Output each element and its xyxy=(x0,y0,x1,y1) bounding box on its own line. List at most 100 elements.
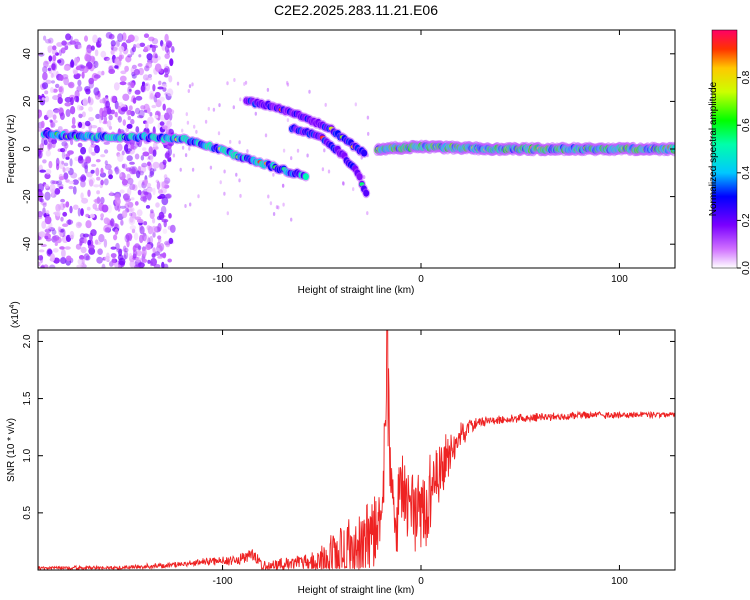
noise-speckle xyxy=(134,89,141,95)
x-tick-label: 100 xyxy=(611,274,628,285)
noise-speckle xyxy=(101,70,105,76)
noise-speckle xyxy=(40,264,45,268)
noise-speckle xyxy=(75,66,81,71)
noise-speckle xyxy=(127,85,132,95)
noise-speckle xyxy=(80,65,86,69)
noise-speckle xyxy=(94,198,102,205)
noise-speckle xyxy=(85,220,92,229)
noise-speckle xyxy=(77,142,83,148)
noise-speckle xyxy=(69,60,75,68)
noise-speckle xyxy=(151,225,158,234)
noise-speckle xyxy=(91,151,96,156)
noise-speckle xyxy=(136,170,141,179)
noise-speckle xyxy=(323,148,326,153)
noise-speckle xyxy=(137,180,144,189)
noise-speckle xyxy=(108,33,115,40)
snr-y-label: SNR (10 * v/v) xyxy=(6,418,17,482)
noise-speckle xyxy=(126,109,131,116)
noise-speckle xyxy=(145,77,153,81)
noise-speckle xyxy=(119,81,127,86)
noise-speckle xyxy=(120,106,128,112)
noise-speckle xyxy=(141,248,147,257)
noise-speckle xyxy=(327,169,331,174)
noise-speckle xyxy=(161,181,167,189)
noise-speckle xyxy=(83,161,89,170)
noise-speckle xyxy=(167,158,172,163)
noise-speckle xyxy=(48,160,53,169)
noise-speckle xyxy=(132,97,137,104)
noise-speckle xyxy=(286,118,290,123)
noise-speckle xyxy=(282,148,286,153)
noise-speckle xyxy=(49,119,53,123)
noise-speckle xyxy=(57,183,64,188)
noise-speckle xyxy=(119,75,127,82)
noise-speckle xyxy=(226,211,229,216)
noise-speckle xyxy=(71,124,77,129)
noise-speckle xyxy=(131,64,137,70)
noise-speckle xyxy=(38,231,46,238)
noise-speckle xyxy=(133,44,137,49)
noise-speckle xyxy=(107,168,113,176)
snr-y-ticks: 0.5 1.0 1.5 2.0 xyxy=(22,334,675,520)
noise-speckle xyxy=(92,34,98,44)
noise-speckle xyxy=(367,131,370,136)
noise-speckle xyxy=(125,127,129,133)
noise-speckle xyxy=(219,180,222,185)
noise-speckle xyxy=(127,54,133,58)
noise-speckle xyxy=(272,172,275,177)
noise-speckle xyxy=(44,90,49,95)
noise-speckle xyxy=(44,215,52,225)
noise-speckle xyxy=(122,245,127,253)
noise-speckle xyxy=(60,216,64,222)
noise-speckle xyxy=(68,81,75,89)
noise-speckle xyxy=(55,203,61,212)
noise-speckle xyxy=(142,74,149,81)
noise-speckle xyxy=(89,55,95,63)
noise-speckle xyxy=(117,116,122,123)
noise-speckle xyxy=(130,66,135,74)
noise-speckle xyxy=(65,201,70,208)
noise-speckle xyxy=(50,72,54,79)
noise-speckle xyxy=(166,107,173,114)
noise-speckle xyxy=(110,49,115,55)
noise-speckle xyxy=(54,188,61,195)
noise-speckle xyxy=(58,176,65,181)
noise-speckle xyxy=(118,54,123,62)
noise-speckle xyxy=(100,179,104,186)
noise-speckle xyxy=(55,52,59,56)
noise-speckle xyxy=(164,193,171,199)
noise-speckle xyxy=(275,205,279,210)
noise-speckle xyxy=(142,147,147,151)
noise-speckle xyxy=(70,106,76,115)
noise-speckle xyxy=(60,148,66,153)
noise-speckle xyxy=(72,186,77,195)
noise-speckle xyxy=(168,109,175,115)
noise-speckle xyxy=(38,255,44,261)
noise-speckle xyxy=(162,125,168,130)
noise-speckle xyxy=(118,172,123,177)
noise-speckle xyxy=(121,163,125,169)
noise-speckle xyxy=(57,59,62,64)
noise-speckle xyxy=(146,53,153,61)
noise-speckle xyxy=(124,234,130,243)
noise-speckle xyxy=(84,35,88,42)
noise-speckle xyxy=(149,170,155,177)
noise-speckle xyxy=(168,75,173,83)
noise-speckle xyxy=(55,157,60,167)
snr-frame xyxy=(37,329,676,571)
noise-speckle xyxy=(125,167,132,172)
noise-speckle xyxy=(49,264,56,268)
noise-speckle xyxy=(150,209,154,214)
noise-speckle xyxy=(233,78,236,82)
noise-speckle xyxy=(144,65,150,72)
noise-speckle xyxy=(81,197,89,204)
noise-speckle xyxy=(73,38,79,43)
noise-speckle xyxy=(243,82,246,86)
noise-speckle xyxy=(73,204,79,210)
noise-speckle xyxy=(239,193,242,198)
noise-speckle xyxy=(129,216,134,223)
noise-speckle xyxy=(51,140,56,149)
spectrogram-y-ticks: -40 -20 0 20 40 xyxy=(22,48,675,251)
noise-speckle xyxy=(171,46,175,53)
noise-speckle xyxy=(47,67,52,72)
